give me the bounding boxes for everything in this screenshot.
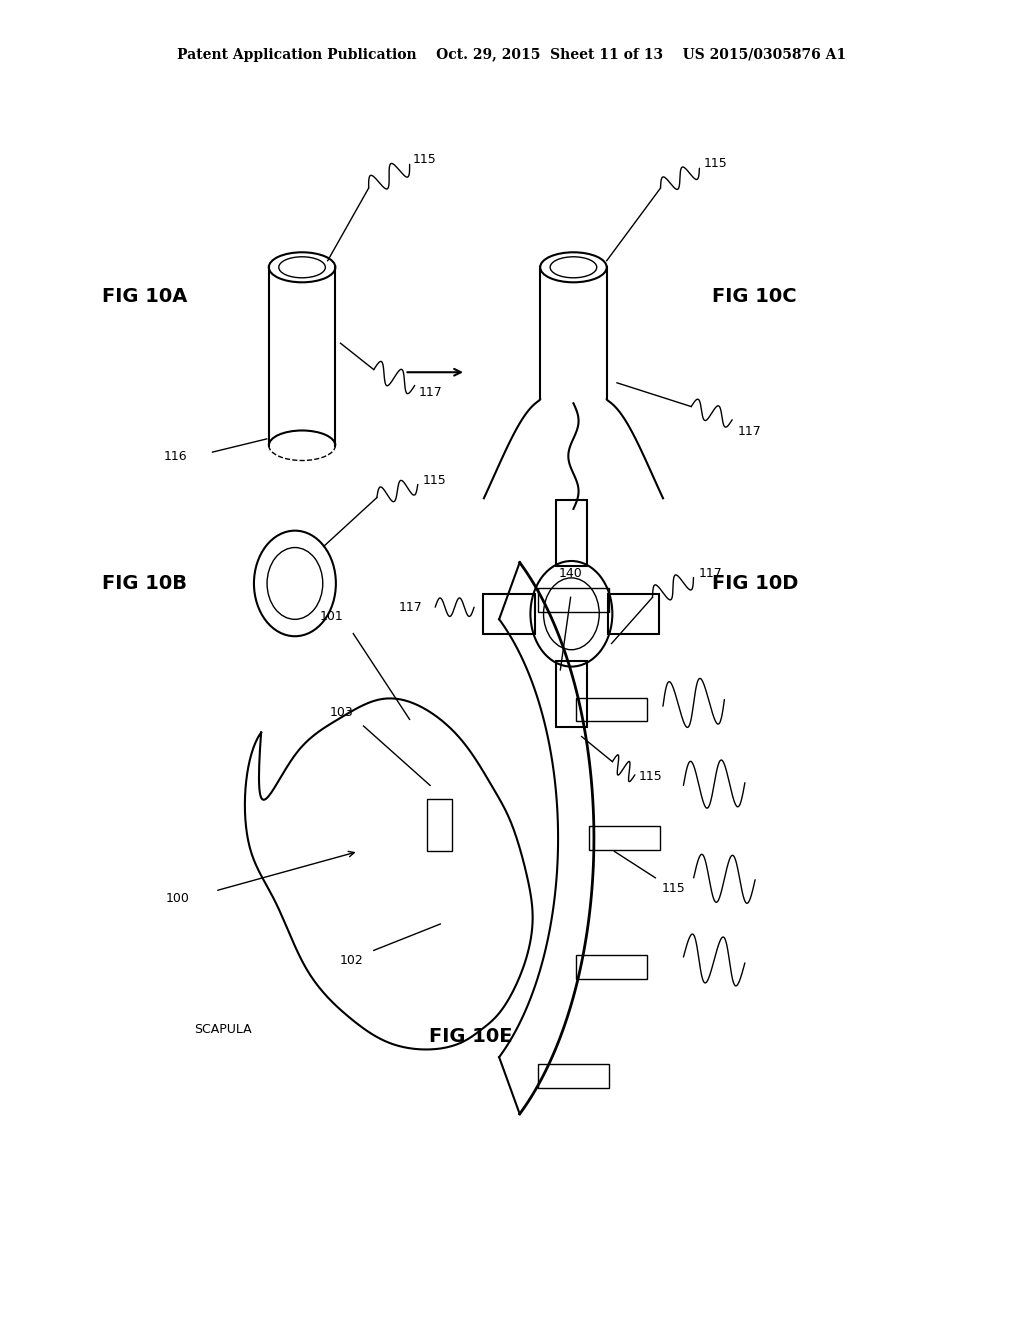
Text: 117: 117	[698, 568, 722, 579]
Bar	[538, 589, 609, 612]
Bar	[538, 1064, 609, 1088]
Text: FIG 10D: FIG 10D	[712, 574, 798, 593]
Bar	[608, 594, 659, 634]
Text: 115: 115	[423, 474, 446, 487]
Text: FIG 10E: FIG 10E	[429, 1027, 513, 1045]
Text: 102: 102	[340, 954, 364, 968]
Bar	[589, 826, 660, 850]
Text: 117: 117	[737, 425, 761, 438]
Text: 101: 101	[319, 610, 343, 623]
Bar	[483, 594, 535, 634]
Text: 116: 116	[163, 450, 186, 462]
Text: 117: 117	[419, 385, 442, 399]
Bar	[427, 799, 453, 851]
Text: Patent Application Publication    Oct. 29, 2015  Sheet 11 of 13    US 2015/03058: Patent Application Publication Oct. 29, …	[177, 49, 847, 62]
Text: FIG 10A: FIG 10A	[102, 288, 187, 306]
Text: FIG 10C: FIG 10C	[712, 288, 797, 306]
Text: 115: 115	[639, 770, 663, 783]
Text: FIG 10B: FIG 10B	[102, 574, 187, 593]
Bar	[575, 956, 647, 979]
Text: 117: 117	[399, 601, 423, 614]
Text: 140: 140	[559, 568, 583, 581]
Bar	[575, 697, 647, 721]
Text: 115: 115	[413, 153, 436, 165]
Text: 100: 100	[166, 892, 189, 906]
Text: SCAPULA: SCAPULA	[195, 1023, 252, 1036]
Text: 103: 103	[330, 706, 353, 719]
Text: 115: 115	[703, 157, 727, 169]
Bar	[556, 500, 587, 566]
Text: 115: 115	[662, 882, 685, 895]
Bar	[556, 661, 587, 727]
